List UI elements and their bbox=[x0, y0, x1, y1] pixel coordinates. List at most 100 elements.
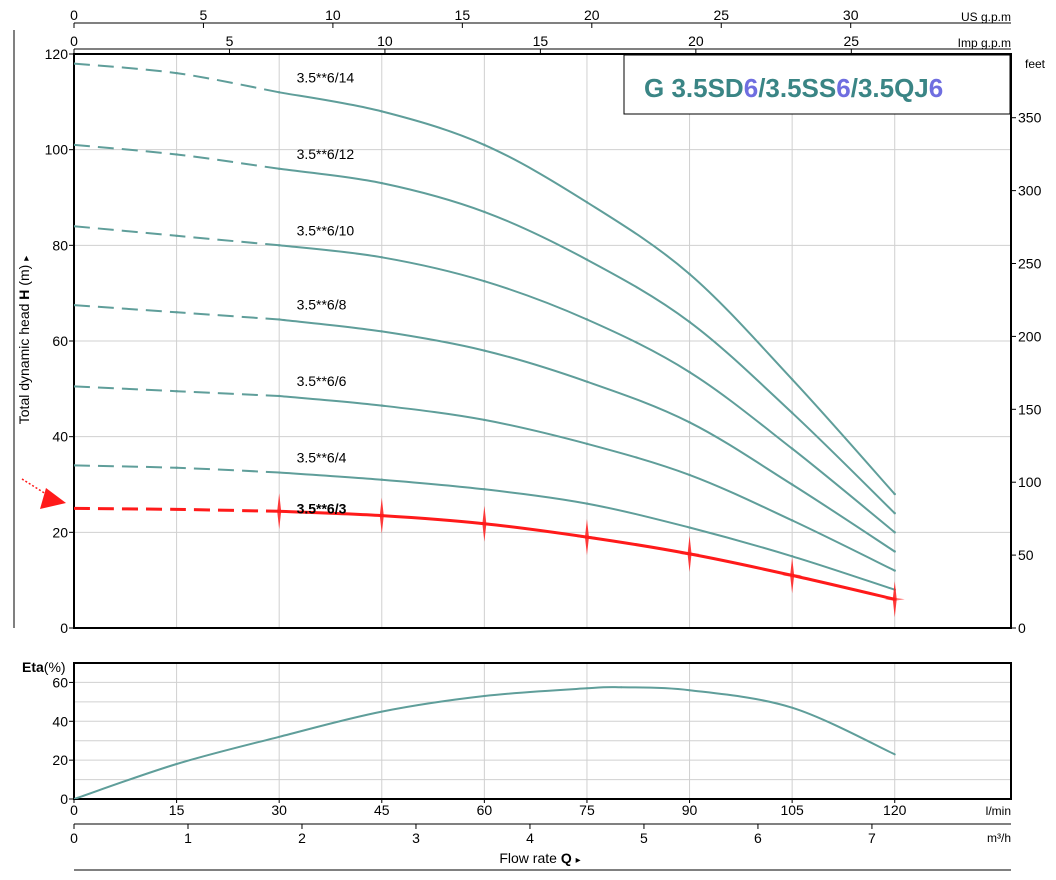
head-point bbox=[585, 502, 589, 505]
head-point bbox=[175, 466, 178, 469]
feet-tick-label: 150 bbox=[1018, 401, 1042, 417]
head-point bbox=[380, 256, 383, 259]
us-gpm-tick-label: 15 bbox=[455, 7, 471, 23]
m3h-tick-label: 2 bbox=[298, 830, 306, 846]
head-point bbox=[483, 488, 486, 491]
lmin-tick-label: 60 bbox=[477, 802, 493, 818]
head-point bbox=[277, 394, 281, 398]
curve-label: 3.5**6/3 bbox=[297, 500, 347, 516]
head-axis-label: Total dynamic head H (m) ▸ bbox=[16, 256, 32, 424]
highlight-mark-h bbox=[576, 535, 597, 539]
eta-point bbox=[278, 735, 281, 738]
eta-grid bbox=[74, 663, 1011, 799]
head-point bbox=[688, 526, 691, 529]
lmin-tick-label: 30 bbox=[271, 802, 287, 818]
title-part: G 3.5SD bbox=[644, 73, 744, 103]
us-gpm-unit: US g.p.m bbox=[961, 10, 1011, 24]
head-point bbox=[175, 71, 178, 75]
lmin-tick-label: 0 bbox=[70, 802, 78, 818]
curve-label: 3.5**6/12 bbox=[297, 146, 355, 162]
us-gpm-tick-label: 10 bbox=[325, 7, 341, 23]
head-point bbox=[585, 258, 589, 261]
head-point bbox=[74, 385, 76, 388]
head-point bbox=[893, 512, 896, 515]
head-y-tick-label: 40 bbox=[52, 429, 68, 445]
head-point bbox=[483, 280, 486, 283]
lmin-tick-label: 15 bbox=[169, 802, 185, 818]
head-point bbox=[893, 569, 896, 572]
curve-label: 3.5**6/10 bbox=[297, 222, 355, 238]
head-y-axis: 0 20 40 60 80 100 120 bbox=[45, 46, 74, 636]
head-point bbox=[585, 318, 589, 321]
head-point bbox=[74, 507, 76, 510]
lmin-unit: l/min bbox=[986, 804, 1011, 818]
us-gpm-tick-label: 30 bbox=[843, 7, 859, 23]
eta-point bbox=[893, 753, 896, 756]
eta-point bbox=[688, 689, 691, 692]
flow-label-arrow: ▸ bbox=[576, 855, 581, 866]
flow-label-symbol: Q bbox=[561, 850, 572, 866]
head-point bbox=[380, 181, 383, 185]
head-point bbox=[893, 492, 896, 496]
eta-plot-frame bbox=[73, 662, 1012, 800]
title-part: 6 bbox=[929, 73, 943, 103]
head-point bbox=[74, 143, 76, 147]
eta-point bbox=[791, 706, 794, 709]
head-point bbox=[893, 531, 896, 534]
curve-labels: 3.5**6/14 3.5**6/12 3.5**6/10 3.5**6/8 3.5**… bbox=[297, 69, 355, 516]
curve-label: 3.5**6/6 bbox=[297, 373, 347, 389]
head-label-suffix: (m) bbox=[16, 265, 32, 286]
highlight-mark-h bbox=[884, 597, 905, 601]
head-point bbox=[790, 555, 794, 558]
head-point bbox=[277, 167, 281, 170]
head-point bbox=[483, 210, 486, 214]
eta-y-tick-label: 20 bbox=[52, 752, 68, 768]
feet-tick-label: 350 bbox=[1018, 110, 1042, 126]
m3h-tick-label: 3 bbox=[412, 830, 420, 846]
highlight-mark-h bbox=[371, 514, 392, 518]
head-point bbox=[380, 404, 383, 407]
head-point bbox=[585, 442, 589, 446]
us-gpm-tick-label: 0 bbox=[70, 7, 78, 23]
lmin-axis: 0 15 30 45 60 75 90 105 120 bbox=[70, 799, 907, 818]
head-point bbox=[175, 390, 178, 393]
imp-gpm-tick-label: 20 bbox=[688, 33, 704, 49]
head-point bbox=[688, 320, 691, 324]
eta-point bbox=[74, 798, 75, 799]
imp-gpm-tick-label: 5 bbox=[226, 33, 234, 49]
m3h-tick-label: 0 bbox=[70, 830, 78, 846]
head-point bbox=[74, 62, 76, 65]
head-point bbox=[175, 234, 178, 237]
m3h-unit: m³/h bbox=[987, 831, 1011, 845]
highlight-mark-h bbox=[269, 509, 290, 513]
feet-tick-label: 200 bbox=[1018, 328, 1042, 344]
head-point bbox=[380, 330, 383, 333]
eta-axis-label: Eta(%) bbox=[22, 659, 66, 675]
imp-gpm-tick-label: 15 bbox=[533, 33, 549, 49]
chart-title: G 3.5SD6/3.5SS6/3.5QJ6 bbox=[644, 73, 943, 103]
highlight-arrow bbox=[21, 478, 66, 509]
eta-curve-group bbox=[74, 686, 896, 799]
m3h-tick-label: 6 bbox=[754, 830, 762, 846]
lmin-tick-label: 120 bbox=[883, 802, 907, 818]
highlight-mark-h bbox=[679, 552, 700, 556]
lmin-tick-label: 105 bbox=[780, 802, 804, 818]
eta-y-tick-label: 0 bbox=[60, 791, 68, 807]
head-point bbox=[688, 370, 691, 374]
eta-label-rest: (%) bbox=[44, 659, 66, 675]
eta-point bbox=[483, 695, 486, 698]
title-part: 6 bbox=[744, 73, 758, 103]
head-point bbox=[790, 483, 794, 486]
lmin-tick-label: 45 bbox=[374, 802, 390, 818]
head-point bbox=[74, 225, 76, 228]
eta-label-bold: Eta bbox=[22, 659, 44, 675]
m3h-tick-label: 5 bbox=[640, 830, 648, 846]
head-point bbox=[175, 311, 178, 314]
feet-tick-label: 100 bbox=[1018, 474, 1042, 490]
eta-y-tick-label: 40 bbox=[52, 713, 68, 729]
head-point bbox=[380, 478, 383, 481]
eta-point bbox=[175, 763, 178, 766]
us-gpm-tick-label: 20 bbox=[584, 7, 600, 23]
eta-y-axis: 0 20 40 60 bbox=[52, 674, 74, 807]
m3h-tick-label: 7 bbox=[868, 830, 876, 846]
